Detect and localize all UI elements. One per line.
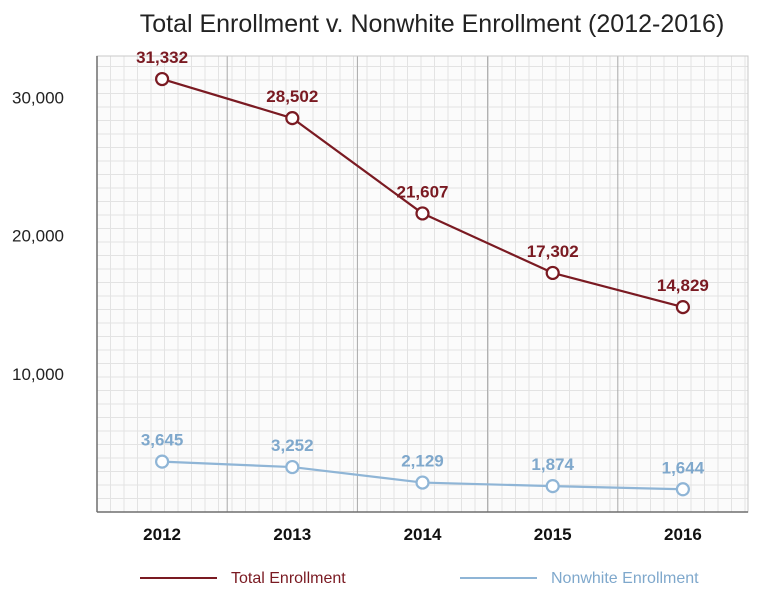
legend: Total Enrollment Nonwhite Enrollment (140, 570, 699, 587)
x-tick-label: 2013 (273, 525, 311, 544)
total-enrollment-data-label: 28,502 (266, 87, 318, 106)
nonwhite-enrollment-series: 3,645 3,252 2,129 1,874 1,644 (141, 431, 705, 497)
total-enrollment-point (675, 299, 691, 315)
total-enrollment-data-label: 17,302 (527, 242, 579, 261)
nonwhite-enrollment-point (675, 482, 691, 497)
total-enrollment-series: 31,332 28,502 21,607 17,302 14,829 (136, 48, 709, 315)
legend-label: Total Enrollment (231, 570, 346, 587)
x-tick-label: 2016 (664, 525, 702, 544)
nonwhite-enrollment-data-label: 3,645 (141, 431, 184, 450)
nonwhite-enrollment-data-label: 1,874 (531, 455, 574, 474)
total-enrollment-data-label: 31,332 (136, 48, 188, 67)
chart-grid (96, 55, 749, 513)
nonwhite-enrollment-point (155, 454, 170, 469)
x-tick-label: 2015 (534, 525, 572, 544)
y-tick-label: 10,000 (12, 365, 64, 384)
y-tick-label: 30,000 (12, 88, 64, 107)
legend-label: Nonwhite Enrollment (551, 570, 699, 587)
nonwhite-enrollment-point (545, 479, 560, 494)
x-tick-label: 2014 (404, 525, 442, 544)
nonwhite-enrollment-data-label: 3,252 (271, 436, 314, 455)
total-enrollment-data-label: 21,607 (397, 182, 449, 201)
nonwhite-enrollment-point (415, 475, 430, 490)
total-enrollment-point (285, 111, 300, 126)
chart-axes (96, 56, 748, 513)
legend-item-total-enrollment: Total Enrollment (140, 570, 346, 587)
x-axis-ticks: 2012 2013 2014 2015 2016 (143, 525, 702, 544)
nonwhite-enrollment-data-label: 1,644 (662, 458, 705, 477)
total-enrollment-point (155, 71, 170, 87)
y-axis-ticks: 10,000 20,000 30,000 (12, 88, 64, 383)
chart-title: Total Enrollment v. Nonwhite Enrollment … (140, 10, 725, 38)
nonwhite-enrollment-point (285, 459, 300, 475)
x-tick-label: 2012 (143, 525, 181, 544)
series-layer: 31,332 28,502 21,607 17,302 14,829 3,645 3,252… (136, 48, 709, 497)
total-enrollment-data-label: 14,829 (657, 276, 709, 295)
y-tick-label: 20,000 (12, 227, 64, 246)
legend-item-nonwhite-enrollment: Nonwhite Enrollment (460, 570, 699, 587)
nonwhite-enrollment-data-label: 2,129 (401, 452, 444, 471)
total-enrollment-point (415, 206, 430, 221)
total-enrollment-point (545, 265, 560, 281)
